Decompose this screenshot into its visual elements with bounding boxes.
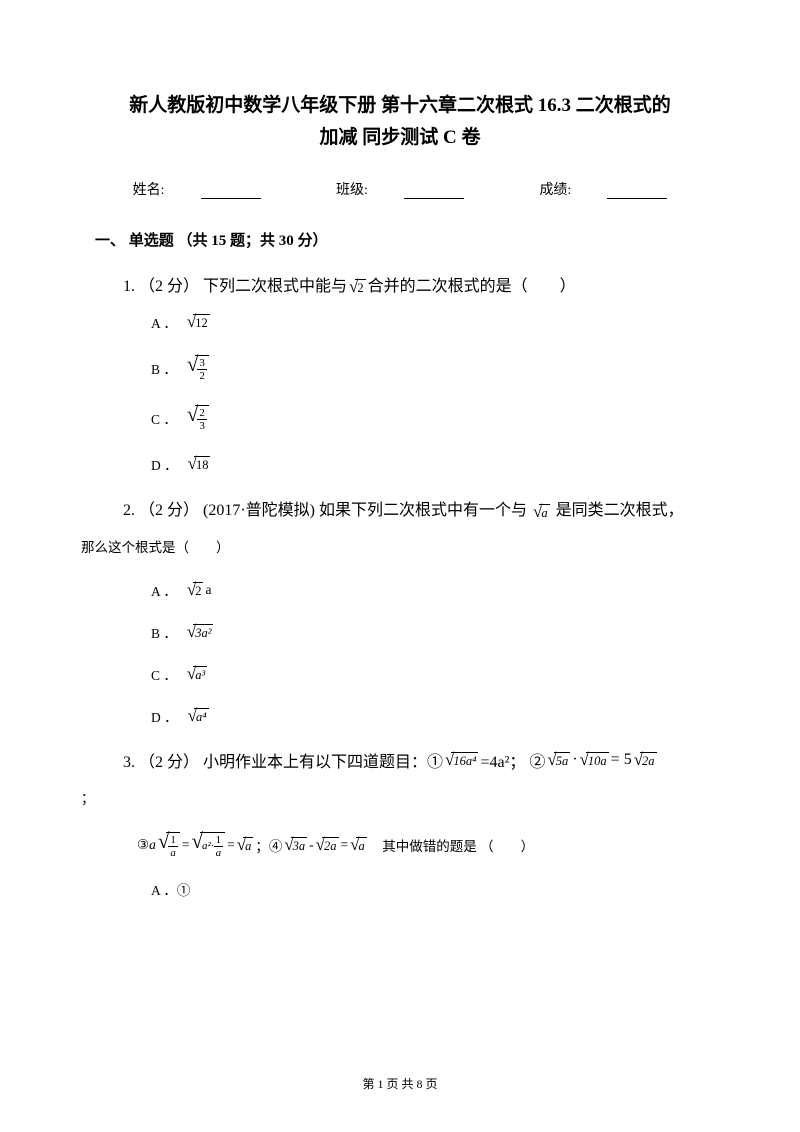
- q2-option-c: C ． √a³: [95, 664, 705, 684]
- question-3-semi: ；: [81, 788, 705, 811]
- q2-option-a: A ． √2 a: [95, 580, 705, 600]
- page-title: 新人教版初中数学八年级下册 第十六章二次根式 16.3 二次根式的 加减 同步测…: [95, 90, 705, 155]
- q1-option-c: C ． √23: [95, 404, 705, 432]
- q2-option-b: B ． √3a²: [95, 622, 705, 642]
- title-line-1: 新人教版初中数学八年级下册 第十六章二次根式 16.3 二次根式的: [95, 90, 705, 122]
- question-3: 3. （2 分） 小明作业本上有以下四道题目：①√16a⁴ =4a²； ②√5a…: [95, 748, 705, 772]
- q1-option-b: B ． √32: [95, 354, 705, 382]
- q3-option-a: A ．①: [95, 879, 705, 899]
- question-3-line2: ③a√1a = √a²·1a = √a ；④ √3a - √2a = √a 其中…: [95, 831, 705, 859]
- title-line-2: 加减 同步测试 C 卷: [95, 122, 705, 154]
- section-header: 一、 单选题 （共 15 题；共 30 分）: [95, 229, 705, 250]
- info-row: 姓名: 班级: 成绩:: [95, 179, 705, 199]
- q1-option-d: D ． √18: [95, 454, 705, 474]
- name-label: 姓名:: [115, 183, 279, 198]
- question-1: 1. （2 分） 下列二次根式中能与√2合并的二次根式的是（ ）: [95, 272, 705, 296]
- page-footer: 第 1 页 共 8 页: [0, 1075, 800, 1092]
- score-label: 成绩:: [521, 183, 685, 198]
- question-2-cont: 那么这个根式是（ ）: [81, 537, 705, 560]
- q1-option-a: A ． √12: [95, 312, 705, 332]
- class-label: 班级:: [318, 183, 482, 198]
- question-2: 2. （2 分） (2017·普陀模拟) 如果下列二次根式中有一个与 √a 是同…: [95, 496, 705, 520]
- q2-option-d: D ． √a⁴: [95, 706, 705, 726]
